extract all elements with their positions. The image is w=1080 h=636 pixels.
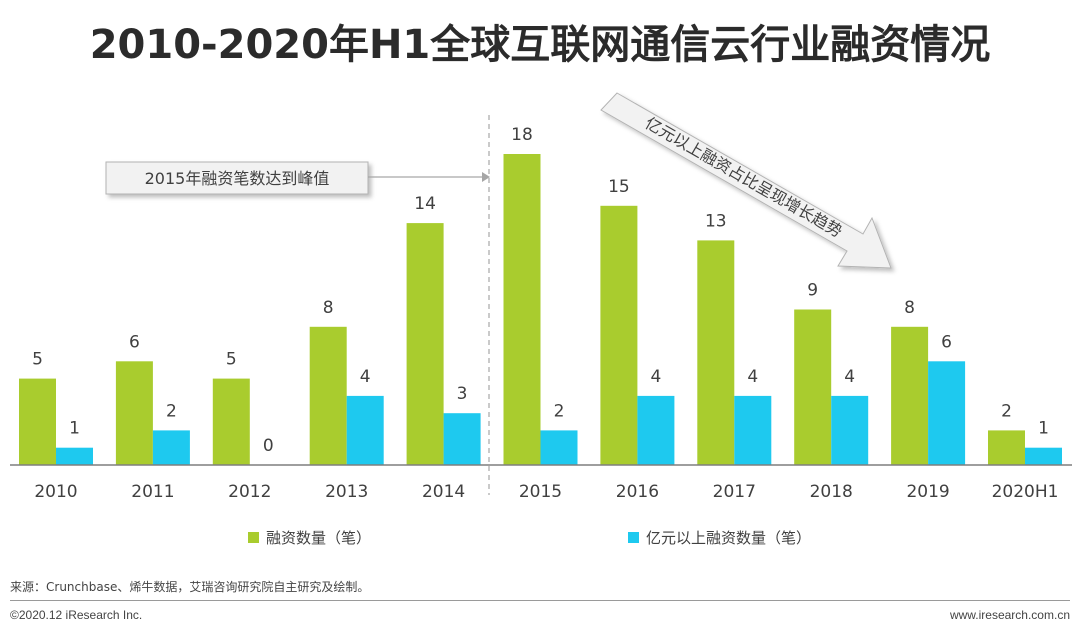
- bar-large-financing-count-2011: [152, 430, 190, 465]
- x-tick-label-2015: 2015: [519, 482, 562, 502]
- peak-callout-text: 2015年融资笔数达到峰值: [145, 169, 330, 188]
- x-tick-label-2020H1: 2020H1: [992, 482, 1059, 502]
- trend-arrow-text: 亿元以上融资占比呈现增长趋势: [642, 113, 846, 241]
- data-label-large-financing-count-2016: 4: [650, 367, 661, 387]
- x-tick-label-2012: 2012: [228, 482, 271, 502]
- bar-chart: 5 1 6 2 5 0 8 4 14 3 18 2 15 4 13 4 9 4 8 6 2 1 2010 2011 2012 2…: [10, 92, 1072, 547]
- data-label-financing-count-2011: 6: [129, 332, 140, 352]
- data-label-large-financing-count-2014: 3: [457, 384, 468, 404]
- data-label-large-financing-count-2015: 2: [554, 401, 565, 421]
- data-label-large-financing-count-2013: 4: [360, 367, 371, 387]
- legend-label-series2: 亿元以上融资数量（笔）: [646, 529, 811, 547]
- bar-large-financing-count-2020H1: [1025, 447, 1062, 465]
- x-tick-label-2013: 2013: [325, 482, 368, 502]
- x-tick-label-2019: 2019: [906, 482, 949, 502]
- bar-financing-count-2015: [503, 154, 541, 465]
- legend-label-series1: 融资数量（笔）: [266, 529, 371, 547]
- copyright: ©2020.12 iResearch Inc.: [10, 608, 143, 622]
- bar-financing-count-2011: [115, 361, 153, 465]
- data-label-large-financing-count-2010: 1: [69, 419, 80, 439]
- x-tick-label-2017: 2017: [713, 482, 756, 502]
- trend-arrow: [600, 92, 892, 269]
- data-label-financing-count-2015: 18: [511, 125, 533, 145]
- bar-financing-count-2013: [309, 326, 347, 465]
- data-label-financing-count-2019: 8: [904, 298, 915, 318]
- data-label-financing-count-2012: 5: [226, 350, 237, 370]
- data-label-large-financing-count-2012: 0: [263, 436, 274, 456]
- bar-large-financing-count-2014: [443, 413, 481, 465]
- bar-large-financing-count-2013: [346, 395, 384, 465]
- data-label-financing-count-2018: 9: [807, 281, 818, 301]
- bar-financing-count-2012: [212, 378, 250, 465]
- bar-financing-count-2016: [600, 205, 638, 466]
- peak-callout-arrowhead: [482, 172, 490, 182]
- x-tick-label-2014: 2014: [422, 482, 465, 502]
- bar-financing-count-2010: [19, 378, 56, 465]
- data-label-financing-count-2010: 5: [32, 350, 43, 370]
- peak-callout: [105, 161, 369, 195]
- legend-swatch-series1: [248, 532, 259, 543]
- chart-title: 2010-2020年H1全球互联网通信云行业融资情况: [89, 22, 991, 68]
- data-label-large-financing-count-2018: 4: [844, 367, 855, 387]
- data-label-financing-count-2016: 15: [608, 177, 630, 197]
- bar-large-financing-count-2015: [540, 430, 578, 465]
- data-label-financing-count-2017: 13: [705, 211, 727, 231]
- website-link[interactable]: www.iresearch.com.cn: [949, 608, 1070, 622]
- bar-financing-count-2017: [697, 240, 735, 465]
- data-label-financing-count-2013: 8: [323, 298, 334, 318]
- bar-large-financing-count-2010: [56, 447, 93, 465]
- data-label-financing-count-2020H1: 2: [1001, 401, 1012, 421]
- x-tick-label-2016: 2016: [616, 482, 659, 502]
- source-note: 来源：Crunchbase、烯牛数据，艾瑞咨询研究院自主研究及绘制。: [10, 580, 370, 594]
- bar-financing-count-2019: [891, 326, 929, 465]
- x-tick-label-2011: 2011: [131, 482, 174, 502]
- bar-large-financing-count-2017: [734, 395, 772, 465]
- bar-financing-count-2014: [406, 223, 444, 465]
- data-label-large-financing-count-2019: 6: [941, 332, 952, 352]
- bar-large-financing-count-2018: [831, 395, 869, 465]
- bar-large-financing-count-2019: [928, 361, 966, 465]
- x-tick-label-2010: 2010: [34, 482, 77, 502]
- data-label-large-financing-count-2017: 4: [747, 367, 758, 387]
- bar-large-financing-count-2016: [637, 395, 675, 465]
- bar-financing-count-2018: [794, 309, 832, 465]
- data-label-large-financing-count-2011: 2: [166, 401, 177, 421]
- data-label-financing-count-2014: 14: [414, 194, 436, 214]
- bar-financing-count-2020H1: [988, 430, 1025, 465]
- footer-divider: [10, 600, 1070, 601]
- legend-swatch-series2: [628, 532, 639, 543]
- x-tick-label-2018: 2018: [810, 482, 853, 502]
- data-label-large-financing-count-2020H1: 1: [1038, 419, 1049, 439]
